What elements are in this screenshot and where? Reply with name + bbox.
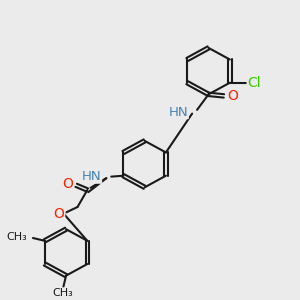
Text: Cl: Cl: [247, 76, 261, 90]
Text: CH₃: CH₃: [52, 288, 73, 298]
Text: HN: HN: [169, 106, 188, 118]
Text: O: O: [54, 207, 64, 221]
Text: CH₃: CH₃: [6, 232, 27, 242]
Text: O: O: [227, 89, 238, 103]
Text: O: O: [62, 177, 73, 191]
Text: HN: HN: [82, 170, 101, 183]
